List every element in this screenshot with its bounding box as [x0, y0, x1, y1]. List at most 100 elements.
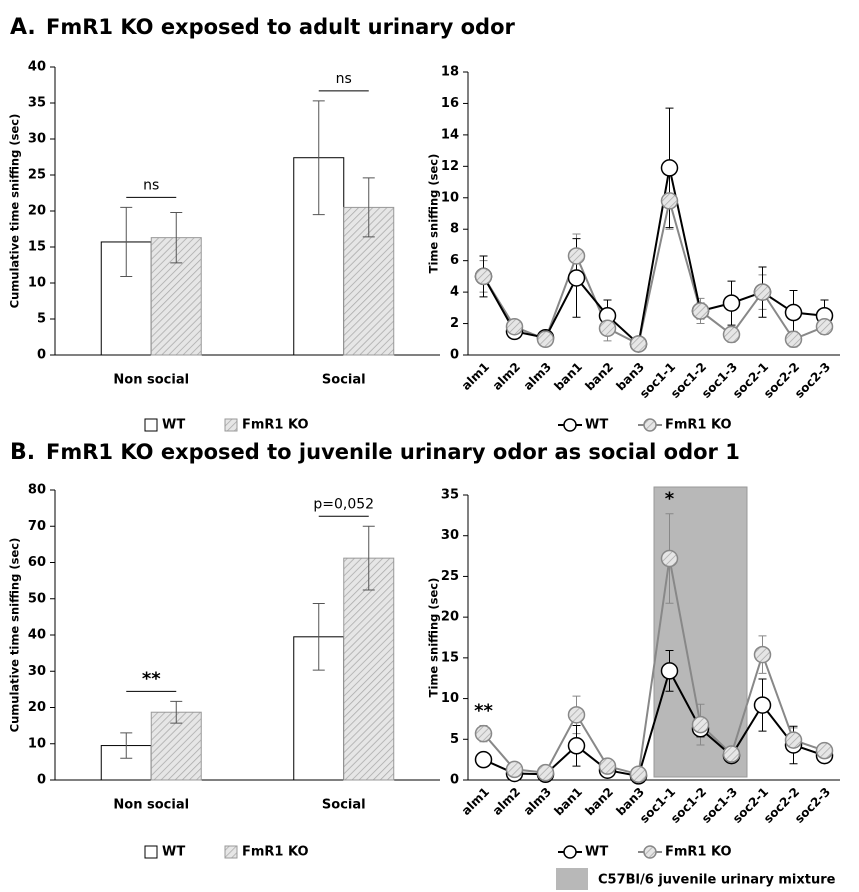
y-axis-label: Time sniffing (sec) — [427, 154, 441, 274]
legend-swatch — [224, 418, 238, 432]
y-tick-label: 35 — [28, 96, 46, 111]
y-tick-label: 60 — [28, 555, 46, 570]
x-tick-label: Non social — [113, 798, 189, 813]
marker — [629, 765, 648, 784]
y-tick-label: 18 — [441, 65, 459, 80]
error-bar — [120, 206, 133, 278]
marker — [567, 269, 586, 287]
x-tick-label: ban2 — [582, 360, 616, 394]
y-tick-label: 10 — [441, 691, 459, 706]
marker — [536, 763, 555, 782]
error-bar — [312, 100, 325, 216]
marker — [567, 737, 586, 755]
marker — [753, 283, 772, 301]
legend-swatch — [224, 845, 238, 859]
y-axis-label: Cumulative time sniffing (sec) — [8, 538, 22, 733]
y-axis-label: Time sniffing (sec) — [427, 578, 441, 698]
y-tick-label: 70 — [28, 519, 46, 534]
marker — [722, 745, 741, 763]
y-tick-label: 25 — [441, 569, 459, 584]
panel-letter: A. — [10, 15, 36, 40]
marker — [598, 319, 617, 338]
significance-label: ** — [142, 668, 161, 689]
y-tick-label: 20 — [28, 204, 46, 219]
y-tick-label: 10 — [441, 190, 459, 205]
y-tick-label: 0 — [450, 773, 459, 788]
y-tick-label: 6 — [450, 253, 459, 268]
marker — [660, 192, 679, 210]
legend-swatch — [144, 418, 158, 432]
legend-label: FmR1 KO — [242, 845, 309, 860]
x-tick-label: alm1 — [459, 360, 492, 393]
legend-marker — [643, 418, 657, 432]
marker — [784, 330, 803, 349]
x-tick-label: alm3 — [521, 360, 554, 393]
significance-label: ns — [143, 177, 159, 193]
marker — [784, 731, 803, 749]
x-tick-label: ban2 — [582, 785, 616, 819]
marker — [629, 335, 648, 353]
x-tick-label: alm3 — [521, 785, 554, 818]
y-tick-label: 30 — [441, 528, 459, 543]
panel-title: FmR1 KO exposed to juvenile urinary odor… — [46, 440, 740, 464]
marker — [660, 159, 679, 177]
marker — [598, 757, 617, 775]
error-bar — [170, 700, 183, 724]
y-tick-label: 40 — [28, 60, 46, 75]
x-tick-label: alm2 — [490, 360, 523, 393]
marker — [753, 645, 772, 664]
marker — [691, 715, 710, 734]
error-bar — [312, 602, 325, 671]
marker — [660, 549, 679, 568]
legend-label: WT — [585, 845, 608, 860]
marker — [722, 325, 741, 344]
legend-label: FmR1 KO — [665, 845, 732, 860]
series-line — [482, 167, 825, 346]
marker — [815, 741, 834, 760]
legend-label: WT — [162, 418, 185, 433]
y-tick-label: 16 — [441, 96, 459, 111]
y-tick-label: 80 — [28, 483, 46, 498]
y-tick-label: 4 — [450, 285, 459, 300]
y-tick-label: 14 — [441, 127, 459, 142]
error-bar — [362, 177, 375, 238]
marker — [474, 724, 493, 743]
marker — [722, 294, 741, 312]
significance-label: p=0,052 — [313, 496, 374, 512]
y-tick-label: 0 — [37, 348, 46, 363]
y-tick-label: 5 — [37, 312, 46, 327]
significance-label: * — [665, 489, 675, 510]
error-bar — [170, 211, 183, 264]
x-tick-label: ban1 — [551, 360, 585, 394]
y-tick-label: 50 — [28, 591, 46, 606]
marker — [753, 696, 772, 714]
y-tick-label: 40 — [28, 628, 46, 643]
x-tick-label: ban1 — [551, 785, 585, 819]
marker — [536, 330, 555, 349]
y-tick-label: 25 — [28, 168, 46, 183]
y-tick-label: 15 — [441, 650, 459, 665]
marker — [474, 750, 493, 769]
y-tick-label: 0 — [37, 773, 46, 788]
x-tick-label: alm2 — [490, 785, 523, 818]
highlight-legend-swatch — [556, 868, 588, 890]
x-tick-label: Non social — [113, 373, 189, 388]
x-tick-label: Social — [322, 798, 366, 813]
y-tick-label: 10 — [28, 276, 46, 291]
legend-swatch — [144, 845, 158, 859]
marker — [505, 317, 524, 336]
marker — [567, 247, 586, 265]
highlight-legend-label: C57Bl/6 juvenile urinary mixture — [598, 873, 836, 888]
x-tick-label: Social — [322, 373, 366, 388]
marker — [505, 760, 524, 779]
series-line — [482, 200, 825, 346]
y-tick-label: 2 — [450, 316, 459, 331]
error-bar — [362, 525, 375, 591]
panel-title: FmR1 KO exposed to adult urinary odor — [46, 15, 515, 39]
marker — [691, 302, 710, 320]
y-tick-label: 30 — [28, 664, 46, 679]
marker — [474, 267, 493, 286]
y-tick-label: 0 — [450, 348, 459, 363]
y-axis-label: Cumulative time sniffing (sec) — [8, 114, 22, 309]
